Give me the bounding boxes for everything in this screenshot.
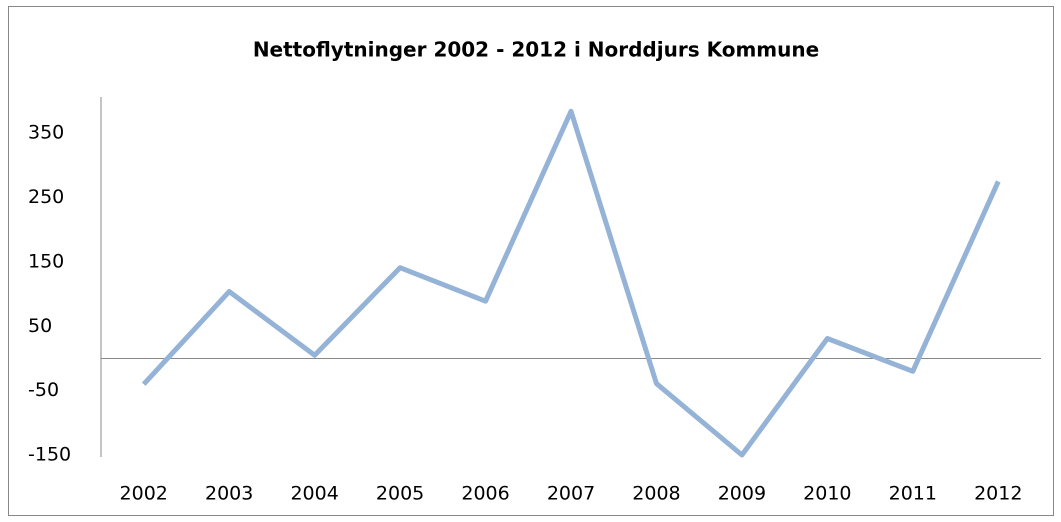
y-tick-label: 250 bbox=[28, 186, 64, 208]
x-tick-label: 2006 bbox=[461, 483, 509, 505]
x-tick-label: 2010 bbox=[803, 483, 851, 505]
x-tick-label: 2011 bbox=[889, 483, 937, 505]
y-tick-label: 50 bbox=[28, 315, 52, 337]
x-tick-label: 2004 bbox=[290, 483, 338, 505]
x-tick-label: 2005 bbox=[376, 483, 424, 505]
y-tick-label: -150 bbox=[28, 444, 71, 466]
x-tick-label: 2012 bbox=[974, 483, 1022, 505]
y-tick-label: 150 bbox=[28, 250, 64, 272]
line-series bbox=[141, 108, 1001, 458]
x-tick-label: 2002 bbox=[120, 483, 168, 505]
x-tick-label: 2007 bbox=[547, 483, 595, 505]
chart-border bbox=[8, 6, 1054, 516]
chart-title: Nettoflytninger 2002 - 2012 i Norddjurs … bbox=[253, 38, 819, 62]
y-tick-label: 350 bbox=[28, 122, 64, 144]
x-tick-label: 2003 bbox=[205, 483, 253, 505]
x-tick-label: 2009 bbox=[718, 483, 766, 505]
y-tick-label: -50 bbox=[28, 379, 59, 401]
x-tick-label: 2008 bbox=[632, 483, 680, 505]
